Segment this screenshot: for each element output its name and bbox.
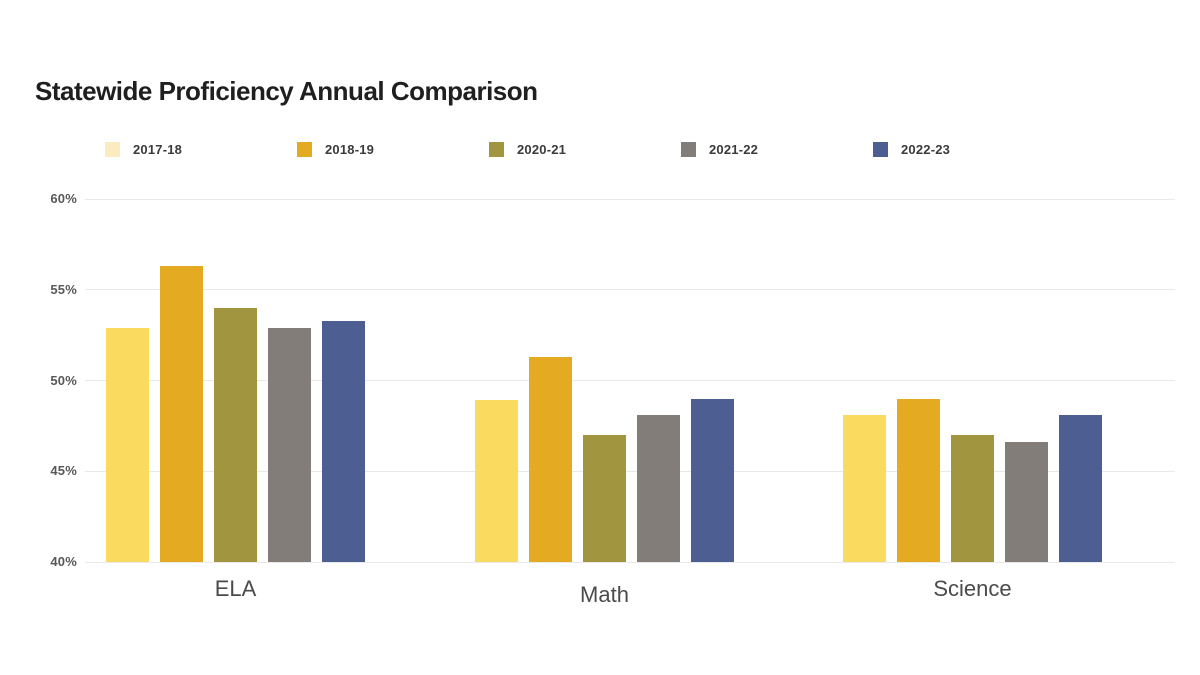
y-tick-label-60: 60% bbox=[50, 191, 77, 206]
legend-label-2022-23: 2022-23 bbox=[901, 142, 951, 157]
bar-ela-2017-18 bbox=[106, 327, 149, 562]
grid-line-40 bbox=[85, 561, 1175, 563]
bar-math-2018-19 bbox=[529, 356, 572, 562]
bar-group-science bbox=[843, 199, 1102, 562]
legend-item-2018-19: 2018-19 bbox=[297, 141, 374, 158]
bar-math-2020-21 bbox=[583, 434, 626, 562]
grid-line-45 bbox=[85, 470, 1175, 472]
bar-science-2018-19 bbox=[897, 398, 940, 562]
bar-ela-2022-23 bbox=[322, 320, 365, 562]
y-tick-label-45: 45% bbox=[50, 463, 77, 479]
bar-group-math bbox=[475, 199, 734, 562]
legend-item-2017-18: 2017-18 bbox=[105, 141, 182, 158]
legend-label-2018-19: 2018-19 bbox=[325, 142, 375, 157]
x-category-label-science: Science bbox=[933, 576, 1012, 601]
bar-ela-2018-19 bbox=[160, 266, 203, 562]
legend-swatch-2018-19 bbox=[297, 142, 312, 157]
legend-item-2021-22: 2021-22 bbox=[681, 141, 758, 158]
x-category-label-math: Math bbox=[580, 582, 629, 607]
x-category-label-ela: ELA bbox=[214, 576, 257, 601]
y-tick-label-50: 50% bbox=[50, 372, 77, 388]
legend-swatch-2020-21 bbox=[489, 142, 504, 157]
legend-swatch-2021-22 bbox=[681, 142, 696, 157]
bar-ela-2021-22 bbox=[268, 327, 311, 562]
bar-science-2017-18 bbox=[843, 415, 886, 562]
grid-line-50 bbox=[85, 380, 1175, 381]
legend-label-2021-22: 2021-22 bbox=[709, 142, 759, 157]
legend-label-2017-18: 2017-18 bbox=[133, 142, 183, 157]
bar-science-2021-22 bbox=[1005, 442, 1048, 562]
bar-science-2020-21 bbox=[951, 434, 994, 562]
y-tick-label-40: 40% bbox=[50, 554, 77, 569]
legend-swatch-2017-18 bbox=[105, 142, 120, 157]
legend-item-2020-21: 2020-21 bbox=[489, 141, 566, 158]
bar-ela-2020-21 bbox=[214, 307, 257, 562]
y-tick-label-55: 55% bbox=[50, 281, 77, 297]
legend-item-2022-23: 2022-23 bbox=[873, 141, 950, 158]
bar-science-2022-23 bbox=[1059, 415, 1102, 562]
bar-group-ela bbox=[106, 199, 365, 562]
legend-label-2020-21: 2020-21 bbox=[517, 142, 567, 157]
chart-title: Statewide Proficiency Annual Comparison bbox=[35, 76, 538, 106]
grid-line-60 bbox=[85, 198, 1175, 200]
bar-math-2021-22 bbox=[637, 415, 680, 562]
bar-math-2022-23 bbox=[691, 398, 734, 562]
legend-swatch-2022-23 bbox=[873, 142, 888, 157]
grid-line-55 bbox=[85, 289, 1175, 291]
bar-math-2017-18 bbox=[475, 400, 518, 562]
